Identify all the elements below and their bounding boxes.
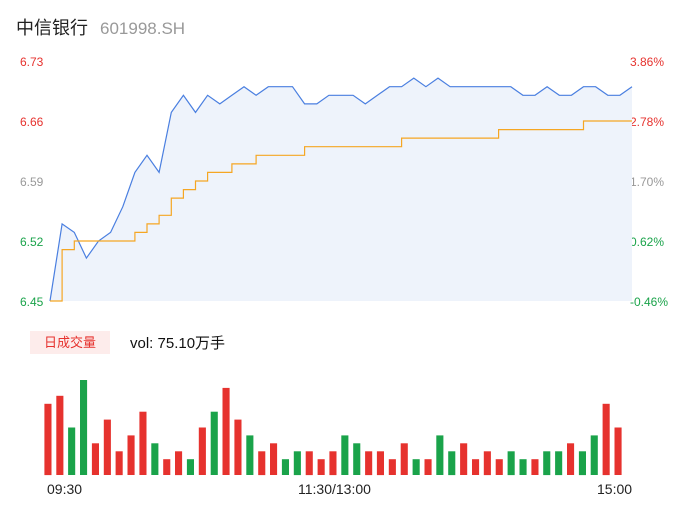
y-tick-right-3: 0.62% [630, 235, 665, 249]
y-tick-right-2: 1.70% [630, 175, 665, 189]
y-tick-right-0: 3.86% [630, 55, 665, 69]
volume-bar-36 [472, 459, 480, 475]
volume-bar-35 [460, 443, 468, 475]
volume-bar-6 [115, 451, 123, 476]
volume-bar-42 [543, 451, 551, 476]
volume-bar-5 [103, 419, 111, 475]
volume-bar-45 [578, 451, 586, 476]
x-tick-midday: 11:30/13:00 [298, 481, 371, 497]
volume-bar-14 [210, 411, 218, 475]
volume-bar-31 [412, 459, 420, 475]
volume-bar-7 [127, 435, 135, 475]
volume-bar-34 [448, 451, 456, 476]
volume-readout: vol: 75.10万手 [130, 335, 226, 352]
volume-bar-0 [44, 403, 52, 476]
price-line [49, 77, 633, 302]
volume-bar-8 [139, 411, 147, 475]
volume-bar-46 [590, 435, 598, 475]
volume-bar-37 [483, 451, 491, 476]
stock-code: 601998.SH [100, 19, 186, 38]
volume-bar-18 [258, 451, 266, 476]
page-title: 中信银行 601998.SH [16, 14, 185, 40]
volume-bar-38 [495, 459, 503, 475]
volume-bar-1 [56, 395, 64, 475]
volume-bar-32 [424, 459, 432, 475]
volume-bar-19 [270, 443, 278, 475]
volume-bar-25 [341, 435, 349, 475]
volume-bar-10 [163, 459, 171, 475]
volume-bar-30 [400, 443, 408, 475]
volume-bar-43 [555, 451, 563, 476]
volume-bar-15 [222, 387, 230, 475]
volume-bar-2 [68, 427, 76, 475]
volume-bar-27 [365, 451, 373, 476]
y-tick-left-1: 6.66 [20, 115, 44, 129]
volume-bar-28 [376, 451, 384, 476]
volume-bar-29 [388, 459, 396, 475]
y-tick-left-2: 6.59 [20, 175, 44, 189]
price-area-fill [50, 78, 632, 301]
volume-bar-21 [293, 451, 301, 476]
average-price-line [50, 120, 632, 302]
volume-bar-16 [234, 419, 242, 475]
volume-bar-47 [602, 403, 610, 476]
x-tick-close: 15:00 [597, 481, 633, 497]
volume-bar-44 [567, 443, 575, 475]
volume-bar-12 [186, 459, 194, 475]
volume-bar-4 [91, 443, 99, 475]
volume-bar-39 [507, 451, 515, 476]
volume-bar-24 [329, 451, 337, 476]
volume-bar-23 [317, 459, 325, 475]
y-tick-left-3: 6.52 [20, 235, 44, 249]
volume-badge[interactable]: 日成交量 [30, 331, 110, 354]
volume-bar-40 [519, 459, 527, 475]
volume-bar-17 [246, 435, 254, 475]
y-tick-left-0: 6.73 [20, 55, 44, 69]
volume-bar-26 [353, 443, 361, 475]
volume-bar-9 [151, 443, 159, 475]
volume-bar-41 [531, 459, 539, 475]
volume-bar-3 [80, 380, 88, 475]
volume-bar-22 [305, 451, 313, 476]
volume-bar-13 [198, 427, 206, 475]
volume-bar-48 [614, 427, 622, 475]
y-tick-right-1: 2.78% [630, 115, 665, 129]
volume-bar-20 [281, 459, 289, 475]
volume-bar-33 [436, 435, 444, 475]
stock-name: 中信银行 [16, 18, 88, 38]
y-tick-left-4: 6.45 [20, 295, 44, 309]
x-tick-open: 09:30 [47, 481, 83, 497]
volume-bar-11 [175, 451, 183, 476]
y-tick-right-4: -0.46% [630, 295, 669, 309]
